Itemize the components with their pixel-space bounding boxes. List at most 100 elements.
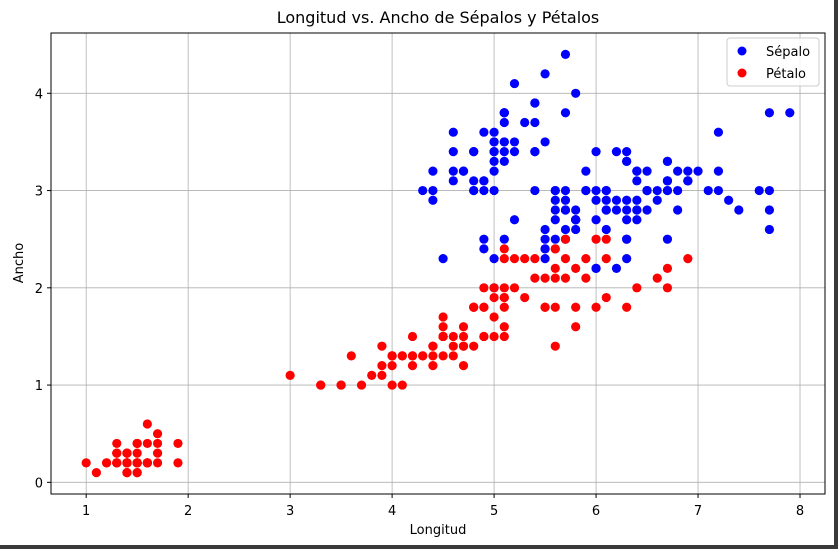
data-point <box>469 176 479 186</box>
data-point <box>499 156 509 166</box>
data-point <box>418 351 428 361</box>
data-point <box>622 254 632 264</box>
data-point <box>101 458 112 468</box>
data-point <box>479 302 489 312</box>
data-point <box>601 254 611 264</box>
data-point <box>622 195 632 205</box>
data-point <box>479 331 489 342</box>
series-1 <box>81 234 693 478</box>
data-point <box>479 127 489 137</box>
data-point <box>499 254 509 264</box>
data-point <box>479 176 489 186</box>
data-point <box>560 185 571 196</box>
data-point <box>601 234 611 244</box>
data-point <box>509 147 520 157</box>
data-point <box>632 215 642 225</box>
data-point <box>356 380 367 390</box>
data-point <box>132 438 142 449</box>
data-point <box>499 322 509 332</box>
data-point <box>509 215 520 225</box>
data-point <box>673 166 683 176</box>
data-point <box>499 283 509 293</box>
data-point <box>632 166 642 176</box>
data-point <box>499 234 509 244</box>
data-point <box>428 361 438 371</box>
data-point <box>530 273 540 283</box>
data-point <box>683 254 693 264</box>
data-point <box>438 351 448 361</box>
data-point <box>530 185 540 196</box>
legend-marker-sepalo <box>737 46 747 56</box>
x-tick-label: 3 <box>286 504 294 519</box>
data-point <box>601 185 611 196</box>
data-point <box>632 283 642 293</box>
data-point <box>509 254 520 264</box>
data-point <box>540 273 550 283</box>
data-point <box>418 185 428 196</box>
data-point <box>489 127 499 137</box>
x-tick-label: 1 <box>82 504 90 519</box>
data-point <box>754 185 764 196</box>
data-point <box>438 254 448 264</box>
data-point <box>540 69 550 79</box>
data-point <box>142 438 152 449</box>
data-point <box>673 185 683 196</box>
data-point <box>122 468 132 478</box>
data-point <box>448 127 458 137</box>
y-tick-label: 0 <box>35 476 43 491</box>
data-point <box>530 254 540 264</box>
data-point <box>540 234 550 244</box>
data-point <box>469 302 479 312</box>
data-point <box>479 234 489 244</box>
data-point <box>316 380 326 390</box>
data-point <box>397 351 407 361</box>
data-point <box>560 273 571 283</box>
data-point <box>132 468 142 478</box>
data-point <box>622 234 632 244</box>
data-point <box>560 224 571 235</box>
data-point <box>407 361 418 371</box>
data-point <box>540 224 550 235</box>
data-point <box>530 117 540 128</box>
legend: Sépalo Pétalo <box>726 37 820 87</box>
data-point <box>591 195 601 205</box>
data-point <box>591 263 601 273</box>
data-point <box>560 234 571 244</box>
data-point <box>377 361 387 371</box>
data-point <box>540 137 550 147</box>
data-point <box>642 166 652 176</box>
data-point <box>601 292 611 303</box>
data-point <box>489 137 499 147</box>
data-point <box>428 341 438 351</box>
data-point <box>673 205 683 215</box>
data-point <box>662 156 673 166</box>
data-point <box>499 137 509 147</box>
y-axis-label: Ancho <box>12 243 27 284</box>
data-point <box>632 176 642 186</box>
data-point <box>560 195 571 205</box>
data-point <box>581 166 591 176</box>
data-point <box>499 302 509 312</box>
data-point <box>285 370 295 380</box>
data-point <box>601 195 611 205</box>
data-point <box>489 292 499 303</box>
data-point <box>142 458 152 468</box>
data-point <box>550 302 560 312</box>
data-point <box>785 108 795 118</box>
y-tick-label: 2 <box>35 282 43 297</box>
data-point <box>152 448 163 458</box>
data-point <box>81 458 91 468</box>
data-point <box>489 283 499 293</box>
data-point <box>550 205 560 215</box>
data-point <box>428 166 438 176</box>
x-axis-label: Longitud <box>410 523 467 538</box>
data-point <box>458 322 469 332</box>
x-tick-label: 5 <box>490 504 498 519</box>
data-point <box>499 147 509 157</box>
data-point <box>499 331 509 342</box>
data-point <box>642 205 652 215</box>
data-point <box>489 147 499 157</box>
data-point <box>622 156 632 166</box>
data-point <box>662 263 673 273</box>
